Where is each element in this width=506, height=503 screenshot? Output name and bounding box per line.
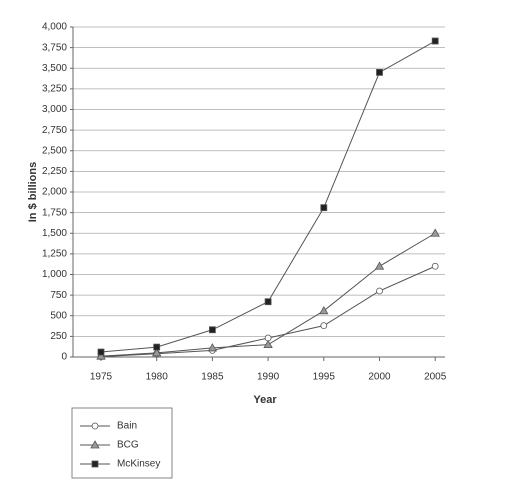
y-tick-label: 0	[61, 352, 67, 363]
y-tick-label: 1,500	[42, 228, 67, 239]
x-tick-label: 1985	[201, 372, 224, 383]
y-tick-label: 500	[50, 310, 67, 321]
y-axis-title: In $ billions	[27, 162, 39, 223]
y-tick-label: 2,500	[42, 145, 67, 156]
x-axis-title: Year	[253, 394, 277, 406]
legend-marker	[91, 460, 99, 468]
marker	[152, 348, 162, 357]
legend-marker	[91, 422, 99, 430]
x-tick-label: 2005	[424, 372, 447, 383]
marker	[153, 343, 161, 351]
y-tick-label: 1,000	[42, 269, 67, 280]
marker	[264, 298, 272, 306]
series-line	[100, 40, 436, 353]
marker	[320, 204, 328, 212]
y-tick-label: 750	[50, 290, 67, 301]
marker	[96, 351, 106, 360]
marker	[320, 322, 328, 330]
y-tick-label: 2,000	[42, 187, 67, 198]
marker	[374, 261, 385, 270]
legend-box	[71, 407, 173, 479]
marker	[207, 343, 218, 352]
y-tick-label: 2,750	[42, 125, 67, 136]
x-tick-label: 1995	[313, 372, 336, 383]
legend-label: BCG	[117, 440, 139, 451]
x-tick-label: 1975	[90, 372, 113, 383]
x-tick-label: 1990	[257, 372, 280, 383]
y-tick-label: 1,750	[42, 207, 67, 218]
marker	[376, 68, 383, 76]
legend-label: McKinsey	[117, 459, 160, 470]
marker	[431, 37, 439, 45]
marker	[97, 348, 105, 356]
y-tick-label: 3,500	[42, 63, 67, 74]
y-tick-label: 4,000	[42, 22, 67, 33]
marker	[208, 326, 216, 334]
y-tick-label: 3,250	[42, 84, 67, 95]
marker	[431, 262, 439, 270]
x-tick-label: 2000	[368, 372, 391, 383]
y-tick-label: 250	[50, 331, 67, 342]
y-tick-label: 3,750	[42, 42, 67, 53]
legend-marker	[90, 440, 100, 449]
legend-label: Bain	[117, 421, 137, 432]
y-tick-label: 1,250	[42, 249, 67, 260]
marker	[430, 228, 440, 237]
y-tick-label: 3,000	[42, 104, 67, 115]
marker	[263, 339, 273, 349]
y-tick-label: 2,250	[42, 166, 67, 177]
marker	[376, 287, 383, 295]
marker	[319, 305, 329, 315]
x-tick-label: 1980	[146, 372, 169, 383]
